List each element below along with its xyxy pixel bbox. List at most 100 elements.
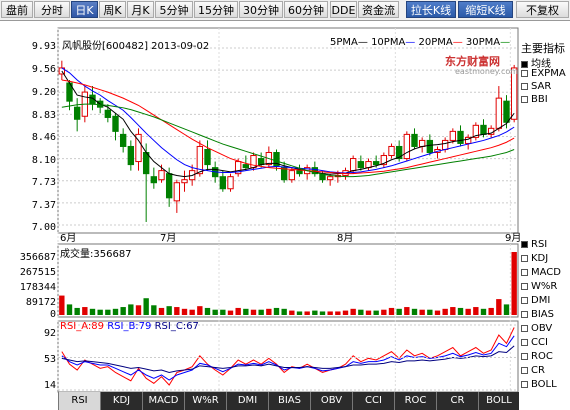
candle-body — [403, 133, 411, 160]
watermark-logo: 东方财富网 — [445, 55, 500, 68]
tab-dmi[interactable]: DMI — [226, 392, 268, 410]
sub-obv[interactable]: OBV — [521, 323, 552, 334]
tab-wr[interactable]: W%R — [184, 392, 226, 410]
sub-wr[interactable]: W%R — [521, 281, 557, 292]
volume-bar — [289, 310, 295, 315]
sub-rsi[interactable]: RSI — [521, 239, 547, 250]
tab-macd[interactable]: MACD — [142, 392, 184, 410]
btn-15min[interactable]: 15分钟 — [194, 1, 238, 18]
ma5-line — [61, 70, 515, 178]
volume-bar — [496, 299, 502, 315]
stock-header: 风帆股份[600482] 2013-09-02 — [62, 41, 210, 52]
y-tick: 7.37 — [31, 200, 56, 211]
candle-body — [296, 170, 303, 175]
candle-body — [273, 152, 280, 167]
checkbox-icon — [521, 240, 528, 248]
volume-bar — [82, 307, 88, 315]
tab-rsi[interactable]: RSI — [58, 392, 100, 410]
month-label: 9月 — [505, 233, 522, 244]
volume-bar — [197, 306, 203, 315]
tab-cr[interactable]: CR — [436, 392, 478, 410]
candle-body — [441, 139, 449, 150]
btn-weekly-k[interactable]: 周K — [99, 1, 126, 18]
volume-bar — [66, 304, 73, 315]
volume-bar — [128, 304, 134, 315]
sub-dmi[interactable]: DMI — [521, 295, 550, 306]
candle-body — [181, 179, 188, 184]
candle-body — [449, 130, 457, 141]
volume-bar — [419, 309, 425, 315]
checkbox-icon — [521, 282, 528, 290]
tab-bias[interactable]: BIAS — [268, 392, 310, 410]
sub-roc[interactable]: ROC — [521, 351, 553, 362]
sub-cr[interactable]: CR — [521, 365, 545, 376]
sub-kdj[interactable]: KDJ — [521, 253, 548, 264]
tab-roc[interactable]: ROC — [394, 392, 436, 410]
btn-shrink-k[interactable]: 缩短K线 — [458, 1, 513, 18]
candle-body — [510, 67, 518, 120]
tab-kdj[interactable]: KDJ — [100, 392, 142, 410]
tab-boll[interactable]: BOLL — [478, 392, 519, 410]
volume-bar — [388, 307, 395, 315]
btn-fund-flow[interactable]: 资金流 — [358, 1, 399, 18]
sub-boll[interactable]: BOLL — [521, 379, 557, 390]
btn-30min[interactable]: 30分钟 — [239, 1, 283, 18]
sub-cci[interactable]: CCI — [521, 337, 548, 348]
checkbox-icon — [521, 82, 528, 90]
checkbox-icon — [521, 296, 528, 304]
btn-premarket[interactable]: 盘前 — [1, 1, 33, 18]
volume-title: 成交量:356687 — [60, 249, 132, 260]
volume-bar — [465, 308, 471, 315]
vol-tick: 178344 — [19, 282, 56, 293]
indicator-sar[interactable]: SAR — [521, 81, 551, 92]
y-tick: 8.10 — [31, 155, 56, 166]
volume-bar — [74, 307, 80, 315]
btn-daily-k[interactable]: 日K — [71, 1, 98, 18]
volume-bar — [381, 309, 387, 315]
candle-body — [357, 161, 365, 169]
candle-body — [158, 170, 165, 181]
candle-body — [326, 176, 334, 181]
checkbox-icon — [521, 338, 528, 346]
ma-legend: 5PMA— 10PMA— 20PMA— 30PMA— — [330, 37, 510, 48]
month-label: 7月 — [160, 233, 177, 244]
btn-monthly-k[interactable]: 月K — [127, 1, 154, 18]
rsi_a-line — [61, 327, 515, 386]
btn-intraday[interactable]: 分时 — [34, 1, 70, 18]
btn-dde[interactable]: DDE — [330, 1, 357, 18]
tab-obv[interactable]: OBV — [310, 392, 352, 410]
candle-body — [135, 133, 142, 163]
candle-body — [495, 97, 503, 129]
btn-60min[interactable]: 60分钟 — [284, 1, 328, 18]
indicator-ma[interactable]: 均线 — [521, 55, 551, 70]
btn-no-adjust[interactable]: 不复权 — [516, 1, 569, 18]
volume-bar — [227, 310, 234, 315]
candle-body — [349, 158, 357, 172]
indicator-bbi[interactable]: BBI — [521, 94, 548, 105]
volume-bar — [450, 307, 456, 315]
candle-body — [472, 124, 480, 138]
candle-body — [411, 133, 418, 147]
sub-macd[interactable]: MACD — [521, 267, 561, 278]
candle-body — [464, 136, 472, 144]
btn-stretch-k[interactable]: 拉长K线 — [406, 1, 456, 18]
volume-bar — [434, 310, 441, 315]
volume-bar — [304, 311, 310, 315]
tab-cci[interactable]: CCI — [352, 392, 394, 410]
btn-5min[interactable]: 5分钟 — [155, 1, 193, 18]
ma10-line — [61, 67, 515, 174]
ma30-legend: 30PMA — [465, 37, 501, 48]
volume-bar — [59, 295, 65, 315]
indicator-expma[interactable]: EXPMA — [521, 68, 566, 79]
checkbox-icon — [521, 310, 528, 318]
volume-bar — [488, 307, 494, 315]
volume-bar — [258, 309, 264, 315]
rsi-tick: 92 — [43, 328, 56, 339]
sub-bias[interactable]: BIAS — [521, 309, 554, 320]
checkbox-icon — [521, 69, 528, 77]
volume-bar — [105, 309, 111, 315]
rsi-b-label: RSI_B:79 — [107, 321, 152, 332]
candle-body — [418, 139, 426, 147]
checkbox-icon — [521, 95, 528, 103]
volume-bar — [266, 308, 272, 315]
